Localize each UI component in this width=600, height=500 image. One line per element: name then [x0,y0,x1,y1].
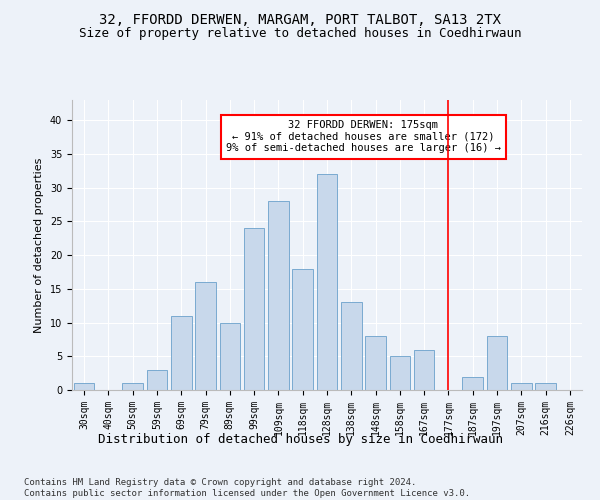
Bar [317,174,337,390]
Bar [122,384,143,390]
Bar [535,384,556,390]
Text: 32, FFORDD DERWEN, MARGAM, PORT TALBOT, SA13 2TX: 32, FFORDD DERWEN, MARGAM, PORT TALBOT, … [99,12,501,26]
Bar [511,384,532,390]
Text: Size of property relative to detached houses in Coedhirwaun: Size of property relative to detached ho… [79,28,521,40]
Bar [487,336,508,390]
Text: Distribution of detached houses by size in Coedhirwaun: Distribution of detached houses by size … [97,432,503,446]
Bar [171,316,191,390]
Text: 32 FFORDD DERWEN: 175sqm
← 91% of detached houses are smaller (172)
9% of semi-d: 32 FFORDD DERWEN: 175sqm ← 91% of detach… [226,120,501,154]
Bar [414,350,434,390]
Bar [268,201,289,390]
Bar [74,384,94,390]
Bar [463,376,483,390]
Bar [220,322,240,390]
Bar [244,228,265,390]
Text: Contains HM Land Registry data © Crown copyright and database right 2024.
Contai: Contains HM Land Registry data © Crown c… [24,478,470,498]
Bar [146,370,167,390]
Bar [365,336,386,390]
Bar [341,302,362,390]
Bar [195,282,216,390]
Bar [389,356,410,390]
Y-axis label: Number of detached properties: Number of detached properties [34,158,44,332]
Bar [292,268,313,390]
